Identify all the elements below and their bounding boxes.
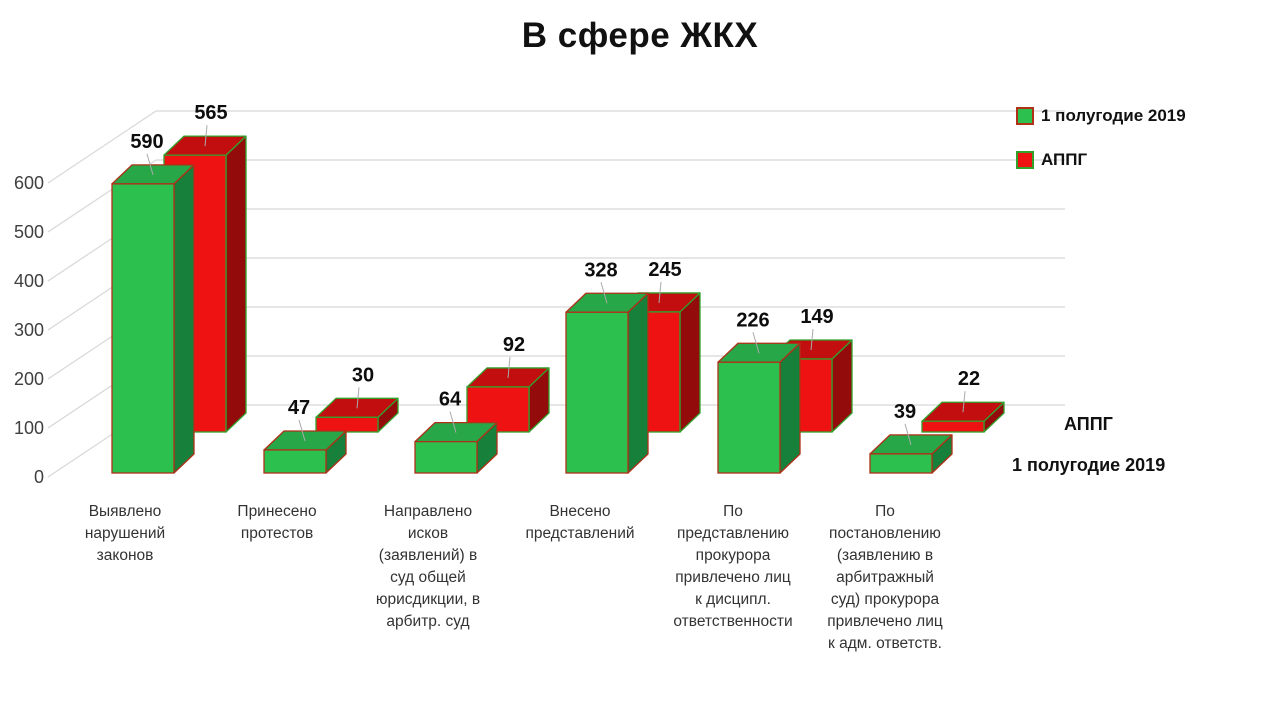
category-label: Направлено исков (заявлений) в суд общей юри… — [376, 503, 480, 630]
category-label: Выявлено нарушений законов — [85, 503, 165, 564]
value-label: 565 — [194, 102, 227, 124]
leader-line — [449, 411, 457, 433]
value-label: 245 — [648, 259, 681, 281]
y-axis-tick-label: 100 — [14, 418, 44, 438]
chart-title: В сфере ЖКХ — [521, 16, 759, 55]
axis-tick-line — [47, 110, 157, 184]
leader-line — [146, 153, 154, 176]
y-axis-tick-label: 200 — [14, 369, 44, 389]
bar-appg-5-front — [921, 420, 985, 433]
leader-line — [507, 356, 511, 378]
leader-line — [904, 423, 912, 446]
bar-1h2019-4-side — [779, 342, 801, 474]
bar-1h2019-3-side — [627, 292, 649, 474]
y-axis-tick-label: 600 — [14, 173, 44, 193]
bar-1h2019-5-front — [869, 453, 933, 474]
leader-line — [810, 328, 814, 351]
bar-appg-1-front — [315, 416, 379, 433]
leader-line — [658, 281, 662, 303]
value-label: 22 — [958, 368, 980, 390]
legend-swatch — [1016, 107, 1034, 125]
bar-appg-3-side — [679, 292, 701, 433]
value-label: 149 — [800, 306, 833, 328]
y-axis-tick-label: 400 — [14, 271, 44, 291]
bar-1h2019-4-front — [717, 361, 781, 474]
leader-line — [962, 391, 966, 413]
value-label: 30 — [352, 364, 374, 386]
leader-line — [600, 282, 608, 304]
legend: 1 полугодие 2019 АППГ — [1016, 106, 1186, 170]
bar-1h2019-3-front — [565, 311, 629, 474]
legend-item-label: АППГ — [1041, 150, 1088, 169]
legend-item: 1 полугодие 2019 — [1016, 106, 1186, 126]
leader-line — [356, 387, 360, 409]
leader-line — [298, 419, 306, 442]
bar-1h2019-1-front — [263, 449, 327, 474]
category-label: По представлению прокурора привлечено лиц к … — [673, 503, 792, 630]
legend-swatch — [1016, 151, 1034, 169]
bar-1h2019-0-front — [111, 183, 175, 474]
legend-item: АППГ — [1016, 150, 1186, 170]
depth-axis-label-1h2019: 1 полугодие 2019 — [1012, 455, 1165, 475]
y-axis-tick-label: 500 — [14, 222, 44, 242]
y-axis-tick-label: 300 — [14, 320, 44, 340]
category-label: По постановлению (заявлению в арбитражный су… — [827, 503, 943, 652]
leader-line — [752, 332, 760, 354]
value-label: 328 — [584, 259, 617, 281]
value-label: 64 — [439, 389, 462, 411]
y-axis-tick-label: 0 — [34, 467, 44, 487]
bar-1h2019-2-front — [414, 440, 478, 474]
leader-line — [204, 125, 208, 147]
value-label: 39 — [894, 401, 916, 423]
value-label: 92 — [503, 334, 525, 356]
legend-item-label: 1 полугодие 2019 — [1041, 106, 1186, 125]
value-label: 226 — [736, 309, 769, 331]
category-label: Внесено представлений — [525, 503, 634, 542]
bar-appg-0-side — [225, 135, 247, 433]
value-label: 590 — [130, 131, 163, 153]
value-label: 47 — [288, 397, 310, 419]
category-label: Принесено протестов — [237, 503, 316, 542]
bar-1h2019-0-side — [173, 164, 195, 474]
depth-axis-label-appg: АППГ — [1064, 414, 1113, 434]
